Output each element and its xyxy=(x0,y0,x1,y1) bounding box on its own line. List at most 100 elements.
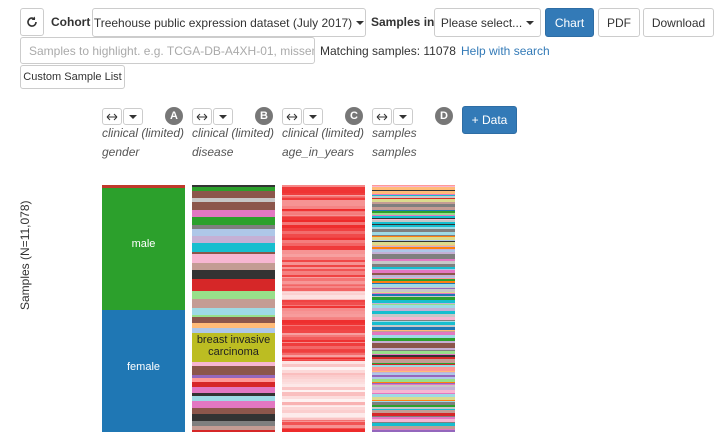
heatmap-stripe xyxy=(372,371,455,372)
search-input[interactable]: Samples to highlight. e.g. TCGA-DB-A4XH-… xyxy=(20,37,315,64)
heatmap-stripe xyxy=(372,385,455,387)
resize-icon xyxy=(286,113,298,120)
heatmap-stripe xyxy=(372,297,455,300)
heatmap-stripe xyxy=(282,247,365,250)
custom-sample-list-button[interactable]: Custom Sample List xyxy=(20,65,125,89)
heatmap-stripe xyxy=(372,383,455,384)
heatmap-stripe xyxy=(372,292,455,293)
heatmap-stripe xyxy=(282,243,365,246)
heatmap-stripe xyxy=(372,270,455,273)
heatmap-stripe xyxy=(372,283,455,284)
heatmap-stripe xyxy=(372,293,455,294)
heatmap-stripe xyxy=(282,292,365,293)
heatmap-stripe xyxy=(282,370,365,373)
heatmap-stripe xyxy=(282,428,365,429)
heatmap-stripe xyxy=(372,308,455,311)
heatmap-stripe xyxy=(282,413,365,415)
heatmap-stripe xyxy=(282,257,365,260)
heatmap-stripe xyxy=(372,191,455,194)
resize-button[interactable] xyxy=(192,108,212,125)
heatmap-stripe xyxy=(282,390,365,392)
heatmap-stripe xyxy=(282,284,365,285)
heatmap-stripe xyxy=(282,318,365,320)
disease-label: breast invasive carcinoma xyxy=(196,334,271,358)
heatmap-stripe xyxy=(192,393,275,396)
heatmap-stripe xyxy=(372,377,455,379)
heatmap-stripe xyxy=(372,429,455,430)
resize-button[interactable] xyxy=(372,108,392,125)
heatmap-stripe xyxy=(372,261,455,264)
heatmap-stripe xyxy=(282,329,365,330)
heatmap-stripe xyxy=(372,284,455,287)
heatmap-stripe xyxy=(372,361,455,363)
heatmap-stripe xyxy=(282,210,365,211)
heatmap-stripe xyxy=(192,362,275,366)
heatmap-stripe xyxy=(372,303,455,304)
heatmap-stripe xyxy=(282,421,365,422)
heatmap-stripe xyxy=(282,377,365,379)
heatmap-stripe xyxy=(282,231,365,234)
cohort-select[interactable]: Treehouse public expression dataset (Jul… xyxy=(92,8,366,37)
heatmap-stripe xyxy=(282,405,365,406)
heatmap-stripe xyxy=(282,206,365,209)
heatmap-stripe xyxy=(372,417,455,419)
heatmap-stripe xyxy=(372,237,455,240)
add-data-button[interactable]: + Data xyxy=(462,106,517,134)
heatmap-stripe xyxy=(372,400,455,401)
heatmap-stripe xyxy=(372,401,455,402)
column-source: samples xyxy=(372,126,417,140)
column-menu[interactable] xyxy=(393,108,413,125)
heatmap-stripe xyxy=(372,277,455,278)
heatmap-stripe xyxy=(372,247,455,249)
female-label: female xyxy=(126,361,161,373)
pdf-button[interactable]: PDF xyxy=(598,8,640,37)
heatmap-stripe xyxy=(372,224,455,225)
heatmap-stripe xyxy=(372,250,455,251)
samples-in-select[interactable]: Please select... xyxy=(434,8,541,37)
heatmap-stripe xyxy=(282,333,365,335)
column-letter: D xyxy=(435,107,453,125)
heatmap-stripe xyxy=(372,225,455,227)
heatmap-stripe xyxy=(282,195,365,196)
heatmap-stripe xyxy=(372,330,455,331)
heatmap-stripe xyxy=(372,363,455,364)
heatmap-stripe xyxy=(372,281,455,283)
heatmap-stripe xyxy=(192,202,275,210)
heatmap-stripe xyxy=(282,324,365,325)
heatmap-stripe xyxy=(372,288,455,289)
heatmap-stripe xyxy=(372,300,455,303)
resize-button[interactable] xyxy=(102,108,122,125)
heatmap-stripe xyxy=(372,430,455,432)
heatmap-stripe xyxy=(372,402,455,405)
column-menu[interactable] xyxy=(303,108,323,125)
resize-button[interactable] xyxy=(282,108,302,125)
heatmap-stripe xyxy=(282,271,365,273)
heatmap-stripe xyxy=(372,194,455,195)
chart-button[interactable]: Chart xyxy=(545,8,594,37)
column-menu[interactable] xyxy=(123,108,143,125)
heatmap-stripe xyxy=(282,350,365,352)
heatmap-stripe xyxy=(282,429,365,432)
heatmap-stripe xyxy=(372,372,455,373)
column-menu[interactable] xyxy=(213,108,233,125)
refresh-button[interactable] xyxy=(20,8,44,36)
heatmap-stripe xyxy=(372,426,455,429)
heatmap-stripe xyxy=(282,213,365,215)
heatmap-stripe xyxy=(282,375,365,377)
heatmap-stripe xyxy=(282,382,365,384)
heatmap-stripe xyxy=(282,203,365,206)
heatmap-stripe xyxy=(372,355,455,357)
download-button[interactable]: Download xyxy=(643,8,714,37)
heatmap-stripe xyxy=(192,328,275,333)
heatmap-stripe xyxy=(102,185,185,188)
help-link[interactable]: Help with search xyxy=(461,44,550,58)
heatmap-stripe xyxy=(372,264,455,267)
heatmap-stripe xyxy=(372,348,455,350)
heatmap-stripe xyxy=(372,216,455,218)
heatmap-stripe xyxy=(282,253,365,254)
heatmap-stripe xyxy=(282,379,365,382)
heatmap-stripe xyxy=(372,259,455,261)
heatmap-stripe xyxy=(282,326,365,329)
heatmap-stripe xyxy=(282,250,365,253)
